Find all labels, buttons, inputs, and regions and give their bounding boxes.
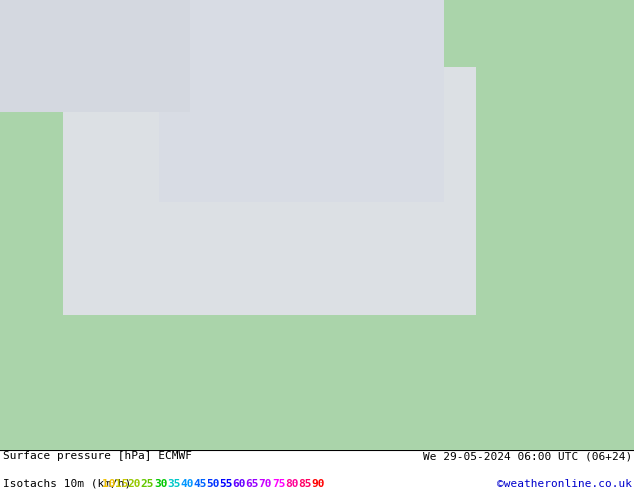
Text: 55: 55 [219, 479, 233, 489]
Text: 60: 60 [233, 479, 246, 489]
Text: 65: 65 [245, 479, 259, 489]
Text: 10: 10 [101, 479, 115, 489]
Text: 70: 70 [259, 479, 272, 489]
Text: 20: 20 [127, 479, 141, 489]
Text: 75: 75 [272, 479, 285, 489]
FancyBboxPatch shape [158, 0, 444, 202]
Text: We 29-05-2024 06:00 UTC (06+24): We 29-05-2024 06:00 UTC (06+24) [423, 451, 632, 461]
Text: ©weatheronline.co.uk: ©weatheronline.co.uk [497, 479, 632, 489]
Text: 80: 80 [285, 479, 299, 489]
Text: 85: 85 [298, 479, 311, 489]
Text: Isotachs 10m (km/h): Isotachs 10m (km/h) [3, 479, 131, 489]
Text: Surface pressure [hPa] ECMWF: Surface pressure [hPa] ECMWF [3, 451, 192, 461]
Text: 35: 35 [167, 479, 181, 489]
FancyBboxPatch shape [0, 0, 190, 113]
Text: 25: 25 [141, 479, 154, 489]
FancyBboxPatch shape [63, 68, 476, 315]
Text: 40: 40 [180, 479, 193, 489]
Text: 50: 50 [206, 479, 220, 489]
Text: 30: 30 [154, 479, 167, 489]
Text: 15: 15 [115, 479, 128, 489]
Text: 90: 90 [311, 479, 325, 489]
Text: 45: 45 [193, 479, 207, 489]
